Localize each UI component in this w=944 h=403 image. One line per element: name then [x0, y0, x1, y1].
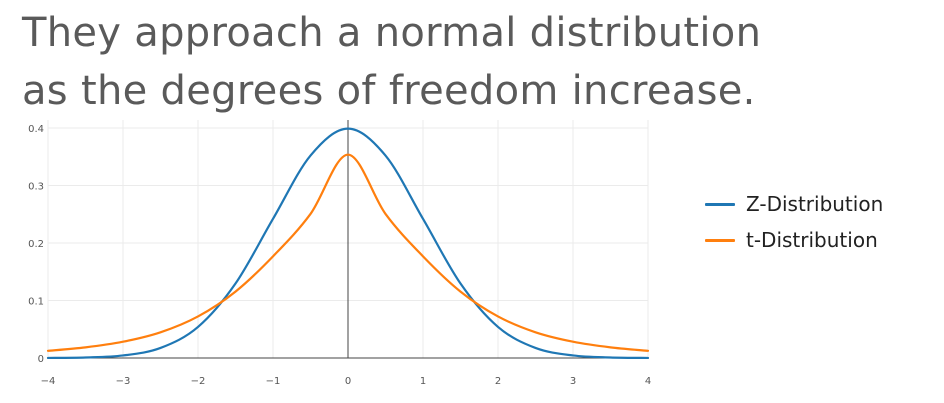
chart-legend[interactable]: Z-Distribution t-Distribution	[705, 186, 883, 258]
slide-title: They approach a normal distribution as t…	[22, 4, 761, 120]
x-tick-label: −3	[116, 376, 131, 387]
x-tick-label: 4	[645, 376, 651, 387]
x-tick-label: 0	[345, 376, 351, 387]
tick-labels: −4 −3 −2 −1 0 1 2 3 4 0 0.1 0.2 0.3 0.4	[28, 124, 651, 387]
legend-item-t[interactable]: t-Distribution	[705, 222, 883, 258]
slide-title-line-1: They approach a normal distribution	[22, 10, 762, 56]
x-tick-label: −2	[191, 376, 206, 387]
axes	[48, 120, 648, 359]
y-tick-label: 0.3	[28, 182, 44, 193]
x-tick-label: 1	[420, 376, 426, 387]
z-distribution-line	[46, 127, 650, 360]
slide-title-line-2: as the degrees of freedom increase.	[22, 68, 756, 114]
x-tick-label: −1	[266, 376, 281, 387]
y-tick-label: 0	[38, 354, 44, 365]
y-tick-label: 0.2	[28, 239, 44, 250]
legend-swatch-z	[705, 202, 735, 206]
y-tick-label: 0.1	[28, 297, 44, 308]
series-lines	[46, 127, 650, 360]
legend-label-t: t-Distribution	[746, 228, 878, 252]
x-tick-label: 2	[495, 376, 501, 387]
x-tick-label: −4	[41, 376, 56, 387]
t-distribution-line	[46, 153, 650, 352]
legend-swatch-t	[705, 238, 735, 242]
y-tick-label: 0.4	[28, 124, 44, 135]
x-tick-label: 3	[570, 376, 576, 387]
legend-label-z: Z-Distribution	[746, 192, 884, 216]
legend-item-z[interactable]: Z-Distribution	[705, 186, 883, 222]
